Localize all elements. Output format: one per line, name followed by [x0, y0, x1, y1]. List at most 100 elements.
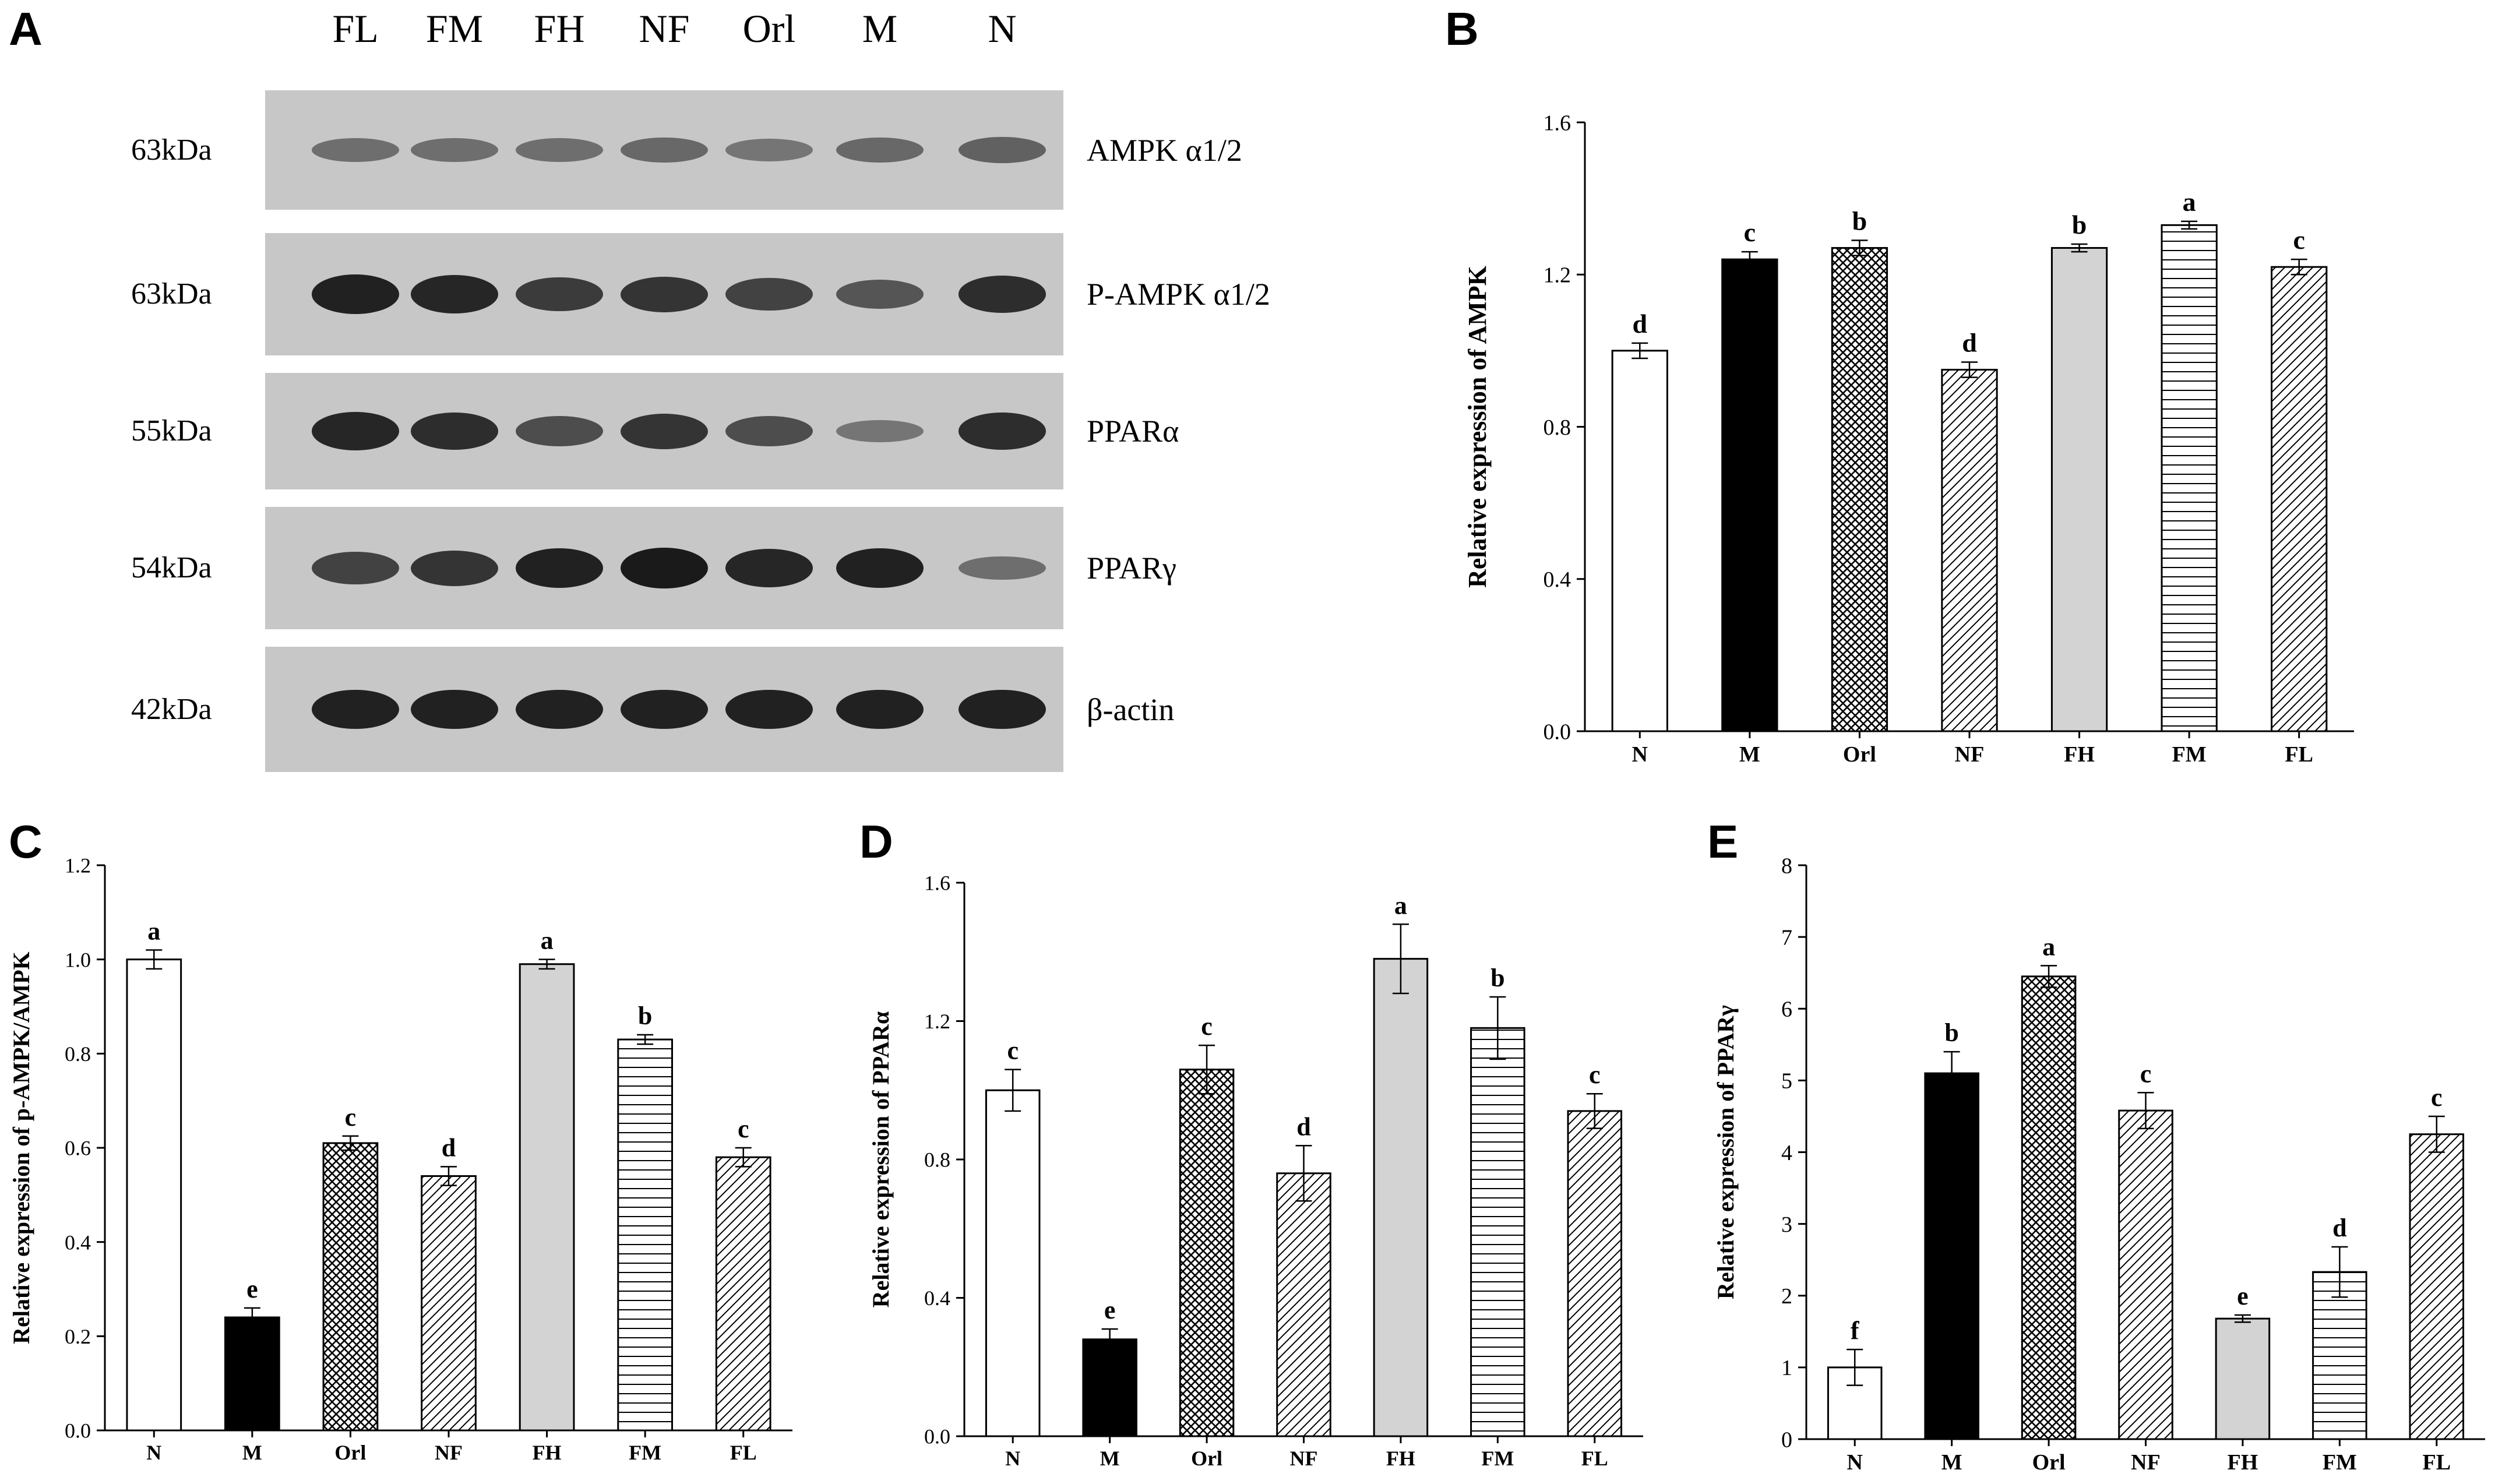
bar-n: [985, 1089, 1041, 1437]
blot-band: [621, 138, 708, 163]
x-tick-label: NF: [435, 1441, 463, 1464]
x-tick-label: NF: [1290, 1447, 1318, 1470]
y-tick-label: 0.0: [1544, 720, 1571, 744]
y-tick-label: 1.6: [924, 872, 950, 895]
blot-band: [959, 689, 1046, 729]
y-tick-label: 0: [1781, 1427, 1792, 1452]
bar-nf: [1276, 1172, 1331, 1437]
significance-letter: c: [345, 1103, 357, 1131]
significance-letter: a: [2042, 932, 2055, 961]
bar-fm: [1470, 1027, 1525, 1437]
significance-letter: c: [1201, 1012, 1213, 1041]
molecular-weight-label: 54kDa: [131, 551, 212, 584]
blot-band: [516, 689, 603, 729]
blot-band: [959, 556, 1046, 580]
x-tick-label: Orl: [334, 1441, 366, 1464]
significance-letter: e: [2237, 1282, 2249, 1310]
significance-letter: b: [2072, 210, 2087, 239]
y-axis-title: Relative expression of AMPK: [1463, 266, 1492, 588]
bar-n: [126, 958, 182, 1432]
x-tick-label: FM: [2172, 742, 2207, 767]
molecular-weight-label: 42kDa: [131, 692, 212, 726]
blot-band: [836, 548, 924, 588]
y-tick-label: 1: [1781, 1356, 1792, 1380]
blot-band: [836, 138, 924, 163]
bar-fm: [617, 1038, 674, 1432]
blot-band: [516, 138, 603, 162]
blot-band: [411, 689, 498, 729]
blot-band: [621, 276, 708, 312]
x-tick-label: N: [1632, 742, 1648, 767]
x-tick-label: FL: [730, 1441, 757, 1464]
blot-band: [959, 413, 1046, 450]
y-tick-label: 1.0: [65, 948, 91, 971]
blot-band: [516, 277, 603, 312]
molecular-weight-label: 55kDa: [131, 414, 212, 447]
x-tick-label: N: [1005, 1447, 1020, 1470]
bar-fl: [2409, 1133, 2465, 1440]
x-tick-label: N: [146, 1441, 161, 1464]
bar-fh: [2050, 247, 2108, 732]
molecular-weight-label: 63kDa: [131, 133, 212, 167]
significance-letter: d: [442, 1133, 456, 1162]
protein-label: PPARγ: [1087, 551, 1176, 586]
bar-m: [224, 1316, 280, 1432]
y-tick-label: 0.6: [65, 1137, 91, 1160]
y-tick-label: 6: [1781, 997, 1792, 1022]
lane-label-fh: FH: [534, 6, 585, 51]
bar-fm: [2161, 224, 2218, 732]
blot-band: [312, 689, 399, 729]
molecular-weight-label: 63kDa: [131, 277, 212, 311]
chart-p-ampk-ampk: 0.0 0.2 0.4 0.6 0.8 1.0 1.2 Relative expression…: [8, 854, 792, 1464]
significance-letter: f: [1851, 1316, 1860, 1345]
panel-label-d: D: [859, 816, 893, 868]
x-tick-label: FH: [2228, 1450, 2258, 1475]
bar-nf: [1941, 369, 1998, 732]
protein-label: β-actin: [1087, 692, 1175, 727]
y-axis-title: Relative expression of PPARα: [868, 1011, 894, 1308]
x-tick-label: Orl: [1843, 742, 1876, 767]
y-tick-label: 0.8: [65, 1042, 91, 1066]
significance-letter: b: [638, 1002, 652, 1030]
y-tick-label: 7: [1781, 925, 1792, 950]
significance-letter: d: [1632, 309, 1647, 339]
significance-letter: a: [2183, 187, 2196, 217]
y-tick-label: 0.8: [924, 1148, 950, 1172]
blot-band: [516, 548, 603, 588]
blot-band: [959, 136, 1046, 164]
significance-letter: b: [1944, 1018, 1958, 1047]
blot-band: [312, 412, 399, 450]
blot-band: [411, 275, 498, 313]
significance-letter: d: [2332, 1214, 2346, 1242]
y-axis-title: Relative expression of p-AMPK/AMPK: [8, 951, 34, 1344]
blot-band: [725, 416, 813, 446]
x-tick-label: FL: [2423, 1450, 2451, 1475]
x-tick-label: FH: [533, 1441, 562, 1464]
significance-letter: b: [1852, 206, 1867, 235]
bar-fh: [519, 963, 575, 1432]
significance-letter: c: [2293, 225, 2305, 255]
bar-fl: [1567, 1110, 1623, 1437]
protein-label: PPARα: [1087, 414, 1179, 449]
bar-m: [1924, 1072, 1979, 1440]
y-tick-label: 0.2: [65, 1325, 91, 1348]
blot-band: [621, 548, 708, 588]
y-tick-label: 0.4: [65, 1231, 91, 1254]
bar-nf: [2118, 1109, 2173, 1440]
y-tick-label: 3: [1781, 1212, 1792, 1237]
significance-letter: e: [1104, 1296, 1116, 1324]
panel-label-c: C: [9, 816, 43, 868]
y-tick-label: 5: [1781, 1069, 1792, 1094]
significance-letter: c: [1744, 217, 1756, 247]
x-tick-label: FL: [2285, 742, 2313, 767]
lane-label-n: N: [988, 6, 1017, 51]
x-tick-label: Orl: [2032, 1450, 2066, 1475]
x-tick-label: Orl: [1191, 1447, 1222, 1470]
y-tick-label: 8: [1781, 854, 1792, 878]
chart-ppar-gamma: 0 1 2 3 4 5 6 7 8 Relative expression of PPARγ f Nb…: [1712, 854, 2485, 1475]
blot-band: [312, 551, 399, 585]
y-tick-label: 0.0: [65, 1419, 91, 1443]
y-tick-label: 1.2: [924, 1010, 950, 1033]
blot-band: [411, 138, 498, 162]
panel-label-b: B: [1445, 3, 1479, 55]
